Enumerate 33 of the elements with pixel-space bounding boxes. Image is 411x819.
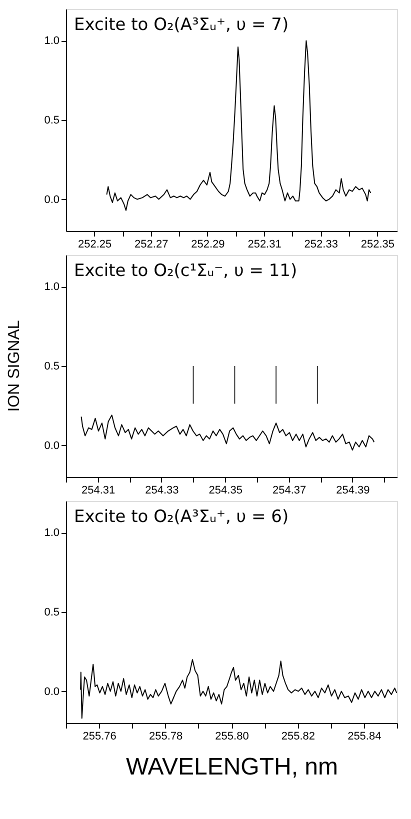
x-tick-label: 252.27 — [134, 238, 168, 250]
x-tick-label: 252.29 — [191, 238, 225, 250]
x-tick-label: 254.37 — [272, 484, 306, 496]
x-tick-label: 254.35 — [208, 484, 242, 496]
y-tick-label: 1.0 — [44, 281, 60, 294]
annotation: Excite to O₂(A³Σᵤ⁺, υ = 6) — [74, 507, 289, 527]
y-tick-label: 0.0 — [44, 686, 60, 698]
x-tick-label: 255.80 — [215, 730, 249, 742]
x-tick-label: 252.31 — [248, 238, 282, 250]
x-tick-label: 254.39 — [336, 484, 370, 496]
annotation: Excite to O₂(A³Σᵤ⁺, υ = 7) — [74, 15, 289, 35]
y-tick-label: 0.0 — [44, 440, 60, 452]
y-tick-label: 0.5 — [44, 114, 60, 126]
x-axis-title: WAVELENGTH, nm — [126, 754, 338, 780]
y-tick-label: 0.5 — [44, 606, 60, 618]
x-tick-label: 252.25 — [78, 238, 112, 250]
x-tick-label: 255.82 — [281, 730, 316, 742]
y-tick-label: 1.0 — [44, 527, 60, 540]
line-series — [80, 659, 397, 719]
annotation: Excite to O₂(c¹Σᵤ⁻, υ = 11) — [74, 261, 298, 281]
x-tick-label: 252.35 — [360, 238, 395, 250]
line-series — [80, 414, 375, 451]
line-series — [106, 40, 372, 211]
y-tick-label: 0.0 — [44, 194, 60, 206]
y-tick-label: 1.0 — [44, 35, 60, 48]
y-tick-label: 0.5 — [44, 360, 60, 372]
x-tick-label: 252.33 — [304, 238, 338, 250]
x-tick-label: 255.76 — [82, 730, 116, 742]
y-axis-title: ION SIGNAL — [6, 320, 23, 412]
x-tick-label: 255.78 — [148, 730, 183, 742]
x-tick-label: 255.84 — [348, 730, 382, 742]
x-tick-label: 254.31 — [82, 484, 116, 496]
x-tick-label: 254.33 — [145, 484, 179, 496]
